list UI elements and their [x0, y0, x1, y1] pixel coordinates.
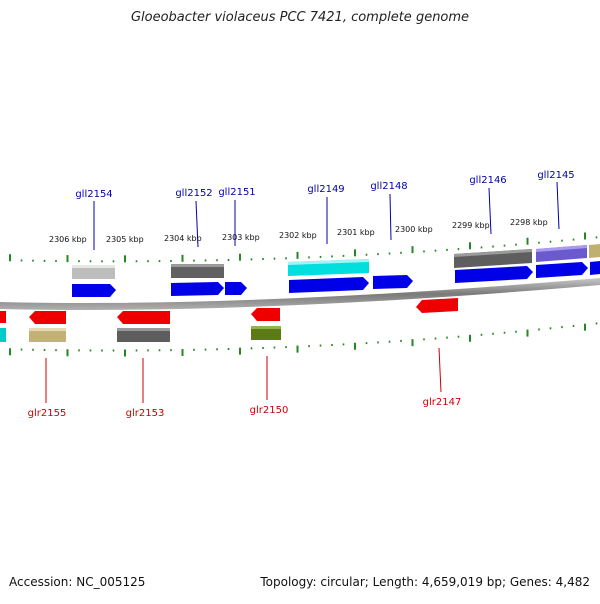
- gene-arrow-glr2147[interactable]: [416, 298, 458, 313]
- gene-label-glr2150[interactable]: glr2150: [250, 405, 289, 416]
- forward-leader-lines: [93, 181, 560, 250]
- gene-arrow-partial-left[interactable]: [0, 311, 6, 323]
- gene-label-gll2145[interactable]: gll2145: [537, 170, 574, 181]
- gene-arrow-glr2155[interactable]: [29, 311, 66, 324]
- scale-label-2300: 2300 kbp: [395, 225, 433, 234]
- gene-label-glr2147[interactable]: glr2147: [423, 397, 462, 408]
- tick-marks: [9, 232, 598, 357]
- scale-label-2301: 2301 kbp: [337, 228, 375, 237]
- feature-block[interactable]: [29, 328, 66, 342]
- feature-block[interactable]: [0, 328, 6, 342]
- forward-gene-labels: gll2154 gll2152 gll2151 gll2149 gll2148 …: [75, 170, 574, 200]
- reverse-gene-arrows: [0, 298, 458, 324]
- scale-label-2299: 2299 kbp: [452, 221, 490, 230]
- gene-label-gll2152[interactable]: gll2152: [175, 188, 212, 199]
- gene-arrow-glr2153[interactable]: [117, 311, 170, 324]
- feature-block[interactable]: [589, 244, 600, 258]
- scale-label-2306: 2306 kbp: [49, 235, 87, 244]
- gene-arrow-glr2150[interactable]: [251, 308, 280, 321]
- reverse-gene-labels: glr2155 glr2153 glr2150 glr2147: [28, 397, 462, 419]
- scale-label-2303: 2303 kbp: [222, 233, 260, 242]
- gene-arrow-gll2145[interactable]: [536, 262, 588, 278]
- gene-arrow-gll2152[interactable]: [171, 282, 224, 296]
- scale-label-2305: 2305 kbp: [106, 235, 144, 244]
- gene-label-gll2154[interactable]: gll2154: [75, 189, 112, 200]
- reverse-leader-lines: [45, 347, 442, 403]
- gene-arrow-gll2151[interactable]: [225, 282, 247, 295]
- gene-label-gll2146[interactable]: gll2146: [469, 175, 506, 186]
- map-title: Gloeobacter violaceus PCC 7421, complete…: [130, 10, 470, 25]
- gene-label-glr2155[interactable]: glr2155: [28, 408, 67, 419]
- gene-label-glr2153[interactable]: glr2153: [126, 408, 165, 419]
- gene-arrow-partial[interactable]: [590, 261, 600, 275]
- feature-block[interactable]: [117, 328, 170, 342]
- feature-block[interactable]: [251, 326, 281, 340]
- lower-feature-row: [0, 326, 281, 342]
- scale-label-2298: 2298 kbp: [510, 218, 548, 227]
- feature-block[interactable]: [171, 264, 224, 278]
- scale-labels: 2306 kbp 2305 kbp 2304 kbp 2303 kbp 2302…: [49, 218, 548, 244]
- feature-block[interactable]: [72, 265, 115, 279]
- gene-arrow-gll2146[interactable]: [455, 266, 533, 283]
- accession-text: Accession: NC_005125: [9, 575, 146, 589]
- genome-backbone: [0, 278, 600, 310]
- scale-label-2302: 2302 kbp: [279, 231, 317, 240]
- scale-label-2304: 2304 kbp: [164, 234, 202, 243]
- gene-arrow-gll2154[interactable]: [72, 284, 116, 297]
- upper-feature-row: [72, 244, 600, 279]
- topology-summary: Topology: circular; Length: 4,659,019 bp…: [260, 575, 590, 589]
- forward-gene-arrows: [72, 261, 600, 297]
- gene-label-gll2149[interactable]: gll2149: [307, 184, 344, 195]
- gene-arrow-gll2148[interactable]: [373, 275, 413, 289]
- gene-label-gll2151[interactable]: gll2151: [218, 187, 255, 198]
- gene-label-gll2148[interactable]: gll2148: [370, 181, 407, 192]
- gene-arrow-gll2149[interactable]: [289, 277, 369, 293]
